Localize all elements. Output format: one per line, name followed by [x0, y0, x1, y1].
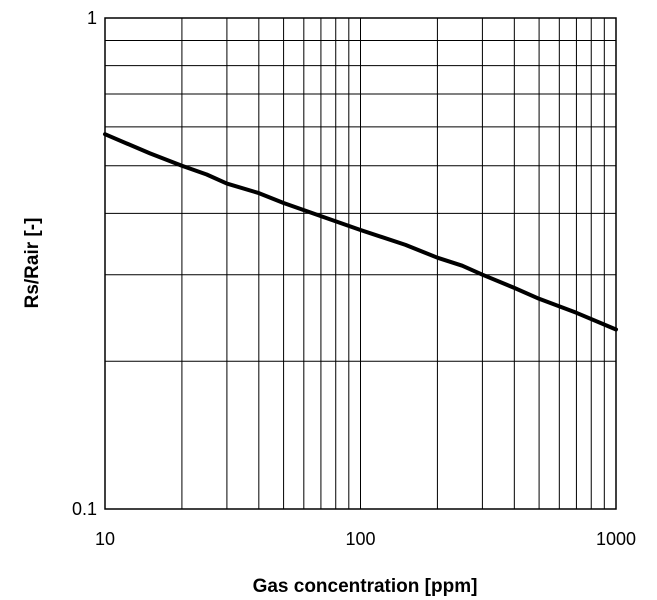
- y-axis-title: Rs/Rair [-]: [22, 218, 43, 309]
- x-axis-title: Gas concentration [ppm]: [253, 576, 478, 597]
- grid: [105, 18, 616, 509]
- x-tick-labels: 10 100 1000: [95, 529, 636, 549]
- x-tick-label: 10: [95, 529, 115, 549]
- plot-frame: [104, 17, 617, 510]
- y-tick-label: 0.1: [72, 499, 97, 519]
- x-tick-label: 100: [345, 529, 375, 549]
- series-group: [103, 132, 618, 332]
- y-tick-labels: 0.11: [72, 8, 97, 519]
- y-tick-label: 1: [87, 8, 97, 28]
- x-tick-label: 1000: [596, 529, 636, 549]
- series-line: [103, 132, 618, 332]
